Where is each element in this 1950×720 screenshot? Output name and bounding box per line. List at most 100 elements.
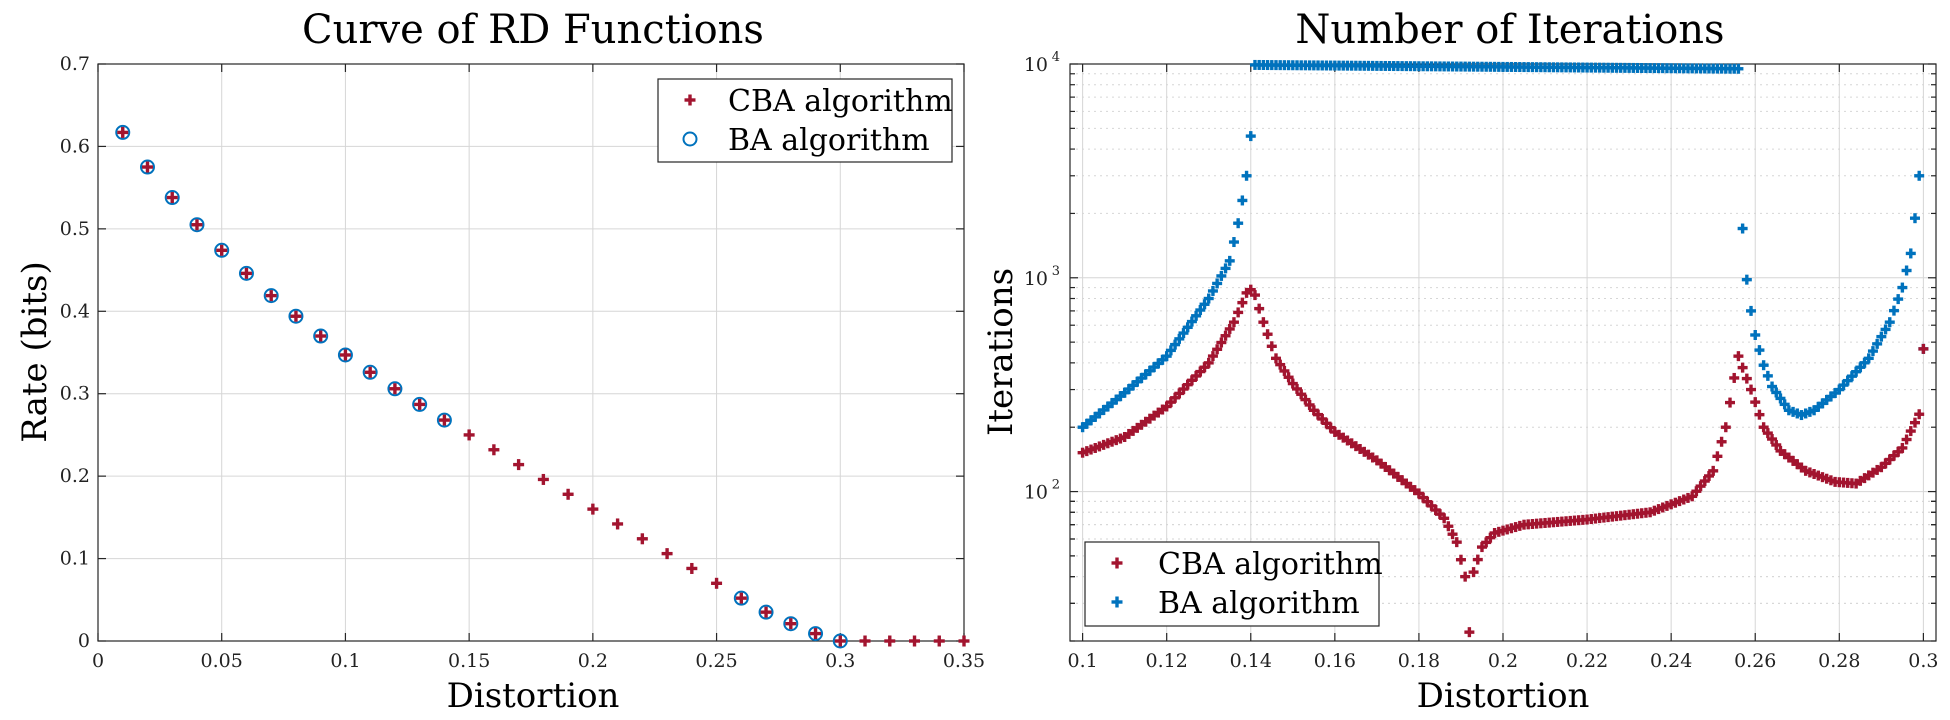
iterations-ba-point [1170, 339, 1181, 350]
rd-cba-point [760, 606, 772, 618]
iterations-chart-y-axis-label: Iterations [981, 268, 1021, 436]
iterations-cba-point [1447, 529, 1458, 540]
iterations-ba-point [1212, 278, 1223, 289]
rd-cba-point [290, 310, 302, 322]
iterations-ba-point [1876, 331, 1887, 342]
rd-legend-ba-marker [682, 131, 698, 147]
iterations-y-tick-label: 10 [1024, 482, 1048, 504]
rd-x-tick-label: 0.35 [943, 650, 985, 672]
iterations-ba-point [1733, 63, 1744, 74]
iterations-cba-point [1464, 627, 1475, 638]
iterations-chart-legend-box [1084, 541, 1380, 627]
iterations-y-tick-exponent: 2 [1052, 478, 1060, 493]
iterations-ba-point [1771, 387, 1782, 398]
rd-ba-point [758, 604, 774, 620]
iterations-cba-point [1207, 351, 1218, 362]
rd-y-tick-label: 0.3 [60, 383, 90, 405]
rd-cba-point [859, 635, 871, 647]
iterations-x-tick-label: 0.28 [1818, 650, 1860, 672]
iterations-cba-point [1729, 372, 1740, 383]
rd-cba-point [166, 192, 178, 204]
rd-y-tick-label: 0 [78, 630, 90, 652]
rd-ba-point [214, 242, 230, 258]
rd-y-tick-label: 0.6 [60, 135, 90, 157]
iterations-cba-point [1460, 571, 1471, 582]
rd-ba-point [313, 328, 329, 344]
iterations-legend-cba-marker [1111, 557, 1123, 569]
rd-cba-point [686, 562, 698, 574]
rd-ba-point [362, 364, 378, 380]
rd-x-tick-label: 0.3 [825, 650, 855, 672]
rd-cba-point [735, 592, 747, 604]
rd-ba-point [189, 217, 205, 233]
iterations-ba-point [1762, 370, 1773, 381]
rd-ba-point [436, 412, 452, 428]
iterations-cba-point [1897, 442, 1908, 453]
iterations-cba-point [1691, 486, 1702, 497]
iterations-x-tick-label: 0.12 [1146, 650, 1188, 672]
iterations-cba-point [1249, 290, 1260, 301]
iterations-cba-point [1771, 439, 1782, 450]
iterations-y-tick-label: 10 [1024, 268, 1048, 290]
iterations-ba-point [1241, 170, 1252, 181]
iterations-cba-point [1275, 359, 1286, 370]
rd-cba-point [438, 414, 450, 426]
rd-ba-point [337, 347, 353, 363]
iterations-ba-point [1872, 338, 1883, 349]
rd-cba-point [265, 290, 277, 302]
iterations-cba-point [1216, 337, 1227, 348]
iterations-ba-point [1779, 399, 1790, 410]
iterations-cba-point [1720, 422, 1731, 433]
rd-chart-ticks: 0 0.05 0.1 0.15 0.2 0.25 0.3 0.35 0 0.1 0.2 0.3 0.4 0… [60, 53, 985, 672]
iterations-legend-cba-symbol [1111, 557, 1123, 569]
iterations-ba-point [1746, 305, 1757, 316]
iterations-cba-point [1279, 365, 1290, 376]
iterations-ba-point [1237, 195, 1248, 206]
iterations-cba-point [1703, 470, 1714, 481]
rd-cba-point [463, 429, 475, 441]
iterations-chart-x-axis-label: Distortion [1417, 676, 1590, 716]
iterations-chart-marks [1077, 59, 1929, 638]
rd-cba-point [562, 488, 574, 500]
rd-chart-title: Curve of RD Functions [302, 7, 764, 53]
rd-legend-ba-symbol [682, 131, 698, 147]
rd-chart-legend: CBA algorithm BA algorithm [657, 78, 953, 163]
iterations-ba-point [1893, 294, 1904, 305]
rd-chart-legend-box [657, 78, 953, 163]
iterations-cba-point [1468, 567, 1479, 578]
iterations-cba-point [1220, 330, 1231, 341]
iterations-cba-point [1750, 397, 1761, 408]
iterations-cba-point [1455, 554, 1466, 565]
iterations-cba-point [1451, 537, 1462, 548]
rd-legend-cba-marker [684, 94, 696, 106]
iterations-cba-point [1737, 362, 1748, 373]
iterations-ba-point [1174, 333, 1185, 344]
iterations-x-tick-label: 0.2 [1488, 650, 1518, 672]
rd-ba-point [263, 288, 279, 304]
rd-chart-y-axis-label: Rate (bits) [15, 261, 55, 443]
rd-cba-point [711, 577, 723, 589]
rd-legend-ba-label: BA algorithm [728, 123, 930, 158]
rd-ba-point [412, 396, 428, 412]
rd-cba-point [636, 533, 648, 545]
rd-x-tick-label: 0.15 [448, 650, 490, 672]
iterations-cba-point [1266, 341, 1277, 352]
rd-chart-marks [115, 124, 970, 649]
iterations-legend-ba-marker [1111, 596, 1123, 608]
iterations-ba-point [1203, 293, 1214, 304]
iterations-ba-point [1191, 310, 1202, 321]
iterations-chart-legend: CBA algorithm BA algorithm [1084, 541, 1383, 627]
rd-legend-cba-label: CBA algorithm [728, 84, 953, 119]
iterations-y-tick-exponent: 4 [1052, 50, 1060, 65]
iterations-ba-point [1909, 213, 1920, 224]
rd-chart-x-axis-label: Distortion [447, 676, 620, 716]
iterations-cba-point [1304, 399, 1315, 410]
iterations-ba-point [1884, 317, 1895, 328]
rd-cba-point [117, 126, 129, 138]
iterations-cba-point [1695, 481, 1706, 492]
rd-cba-point [587, 503, 599, 515]
iterations-ba-point [1161, 351, 1172, 362]
iterations-y-tick-label: 10 [1024, 54, 1048, 76]
rd-ba-point [115, 124, 131, 140]
